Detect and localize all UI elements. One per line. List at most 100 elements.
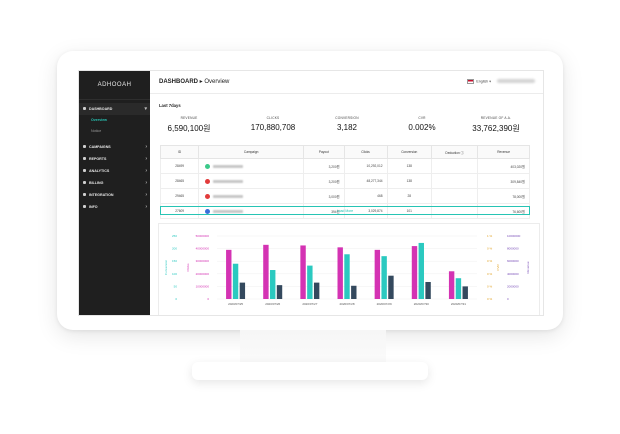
x-tick-label: 2020/07/30 xyxy=(414,302,429,306)
sidebar-item-analytics[interactable]: ANALYTICS › xyxy=(79,165,150,177)
load-more-button[interactable]: Load More xyxy=(160,206,530,215)
bar xyxy=(455,278,462,299)
chevron-right-icon: › xyxy=(145,144,147,150)
report-icon xyxy=(83,157,86,160)
sidebar-item-label: INFO xyxy=(89,205,98,209)
table-row[interactable]: 27609 394원 3,029,874 101 76,600원 xyxy=(159,203,530,219)
x-tick-label: 2020/07/31 xyxy=(451,302,466,306)
bar xyxy=(337,247,343,299)
table-row[interactable]: 28465 3,200원 48,277,344 138 309,840원 xyxy=(159,173,530,189)
bar xyxy=(276,285,283,299)
cell-deduction xyxy=(431,203,479,219)
cell-id: 28465 xyxy=(159,173,200,189)
sidebar: ADHOOAH DASHBOARD ▾ Overview Notice CAMP… xyxy=(79,71,150,315)
bar xyxy=(313,282,320,299)
kpi-value: 33,762,390원 xyxy=(472,124,520,133)
bar xyxy=(300,245,306,299)
column-header-clicks[interactable]: Clicks xyxy=(343,145,388,159)
y-axis-label-revenue: Revenue xyxy=(526,261,530,273)
column-header-conversion[interactable]: Conversion xyxy=(386,145,433,159)
sidebar-subitem-overview[interactable]: Overview xyxy=(91,118,107,122)
performance-chart: 250 50000000 1 % 10000000 200 40000000 0 % 8000… xyxy=(158,223,540,315)
sidebar-subitem-notice[interactable]: Notice xyxy=(91,129,102,133)
monitor-screen: ADHOOAH DASHBOARD ▾ Overview Notice CAMP… xyxy=(78,70,544,316)
cell-revenue: 78,000원 xyxy=(477,188,530,204)
sidebar-item-campaigns[interactable]: CAMPAIGNS › xyxy=(79,141,150,153)
campaign-thumbnail xyxy=(205,178,211,184)
home-icon xyxy=(83,107,86,110)
column-header-campaign[interactable]: Campaign xyxy=(198,145,305,159)
kpi-value: 170,880,708 xyxy=(250,123,296,132)
campaign-name-redacted xyxy=(213,194,244,198)
kpi-value: 3,182 xyxy=(336,123,358,132)
sidebar-item-integration[interactable]: INTEGRATION › xyxy=(79,189,150,201)
language-selector[interactable]: English ▾ xyxy=(467,79,491,84)
kpi-label: CLICKS xyxy=(266,116,280,120)
y-tick-label-revenue: 8000000 xyxy=(507,247,519,251)
kpi-value: 6,590,100원 xyxy=(167,124,211,133)
sidebar-item-label: REPORTS xyxy=(89,157,107,161)
bar xyxy=(418,242,424,299)
bar xyxy=(448,271,455,299)
billing-icon xyxy=(83,181,86,184)
bar xyxy=(374,249,381,299)
flag-icon xyxy=(467,79,475,84)
y-tick-label-clicks: 0 xyxy=(207,297,209,301)
column-header-deduction[interactable]: Deduction ⓘ xyxy=(431,145,479,159)
sidebar-item-label: ANALYTICS xyxy=(89,169,110,173)
y-tick-label-cvr: 0 % xyxy=(487,247,493,251)
table-row[interactable]: 29465 3,000원 468 28 78,000원 xyxy=(159,188,530,204)
flag-icon xyxy=(83,145,86,148)
y-tick-label-revenue: 6000000 xyxy=(507,259,519,263)
column-header-payout[interactable]: Payout xyxy=(303,145,345,159)
column-header-id[interactable]: ID xyxy=(159,145,200,159)
kpi-row: REVENUE 6,590,100원 CLICKS 170,880,708 CO… xyxy=(150,116,543,138)
sidebar-item-label: DASHBOARD xyxy=(89,107,113,111)
y-tick-label-revenue: 2000000 xyxy=(507,284,519,288)
campaign-table: ID Campaign Payout Clicks Conversion Ded… xyxy=(159,145,530,219)
cell-clicks: 468 xyxy=(343,188,388,204)
kpi-label: CONVERSION xyxy=(335,116,359,120)
bar xyxy=(263,244,269,299)
bar xyxy=(232,263,239,299)
breadcrumb-root[interactable]: DASHBOARD xyxy=(159,79,198,85)
campaign-name-redacted xyxy=(213,209,244,213)
kpi-label: REVENUE xyxy=(180,116,198,120)
user-account-menu[interactable] xyxy=(497,79,535,83)
bar xyxy=(351,285,357,299)
analytics-icon xyxy=(83,169,86,172)
sidebar-item-info[interactable]: INFO › xyxy=(79,201,150,213)
cell-campaign[interactable] xyxy=(198,188,305,204)
cell-clicks: 10,292,012 xyxy=(343,158,388,174)
cell-payout: 394원 xyxy=(303,203,345,219)
table-header-row: ID Campaign Payout Clicks Conversion Ded… xyxy=(159,145,530,159)
chevron-right-icon: › xyxy=(145,156,147,162)
x-tick-label: 2020/07/25 xyxy=(228,302,243,306)
sidebar-item-reports[interactable]: REPORTS › xyxy=(79,153,150,165)
table-row[interactable]: 28499 3,200원 10,292,012 138 403,020원 xyxy=(159,158,530,174)
y-axis-label-conversion: Conversion xyxy=(164,260,168,276)
y-tick-label-conversion: 250 xyxy=(172,234,177,238)
y-tick-label-clicks: 40000000 xyxy=(196,247,210,251)
y-tick-label-conversion: 100 xyxy=(172,272,177,276)
bar xyxy=(239,282,246,299)
cell-campaign[interactable] xyxy=(198,158,305,174)
kpi-label: CVR xyxy=(418,116,426,120)
sidebar-item-dashboard[interactable]: DASHBOARD ▾ xyxy=(79,103,150,115)
sidebar-item-billing[interactable]: BILLING › xyxy=(79,177,150,189)
kpi-revenue-aa: REVENUE OF A.A. 33,762,390원 xyxy=(456,116,536,134)
kpi-label: REVENUE OF A.A. xyxy=(480,116,512,120)
y-axis-label-clicks: Clicks xyxy=(186,263,190,271)
kpi-cvr: CVR 0.002% xyxy=(382,116,462,132)
y-tick-label-conversion: 50 xyxy=(174,284,178,288)
y-tick-label-conversion: 150 xyxy=(172,259,177,263)
y-tick-label-clicks: 50000000 xyxy=(196,234,210,238)
column-header-revenue[interactable]: Revenue xyxy=(477,145,530,159)
x-tick-label: 2020/07/29 xyxy=(377,302,392,306)
period-label: Last 7days xyxy=(159,103,181,108)
app-logo[interactable]: ADHOOAH xyxy=(79,71,150,100)
chevron-down-icon: ▾ xyxy=(144,106,147,112)
sidebar-item-label: BILLING xyxy=(89,181,104,185)
y-tick-label-revenue: 4000000 xyxy=(507,272,519,276)
cell-campaign[interactable] xyxy=(198,173,305,189)
